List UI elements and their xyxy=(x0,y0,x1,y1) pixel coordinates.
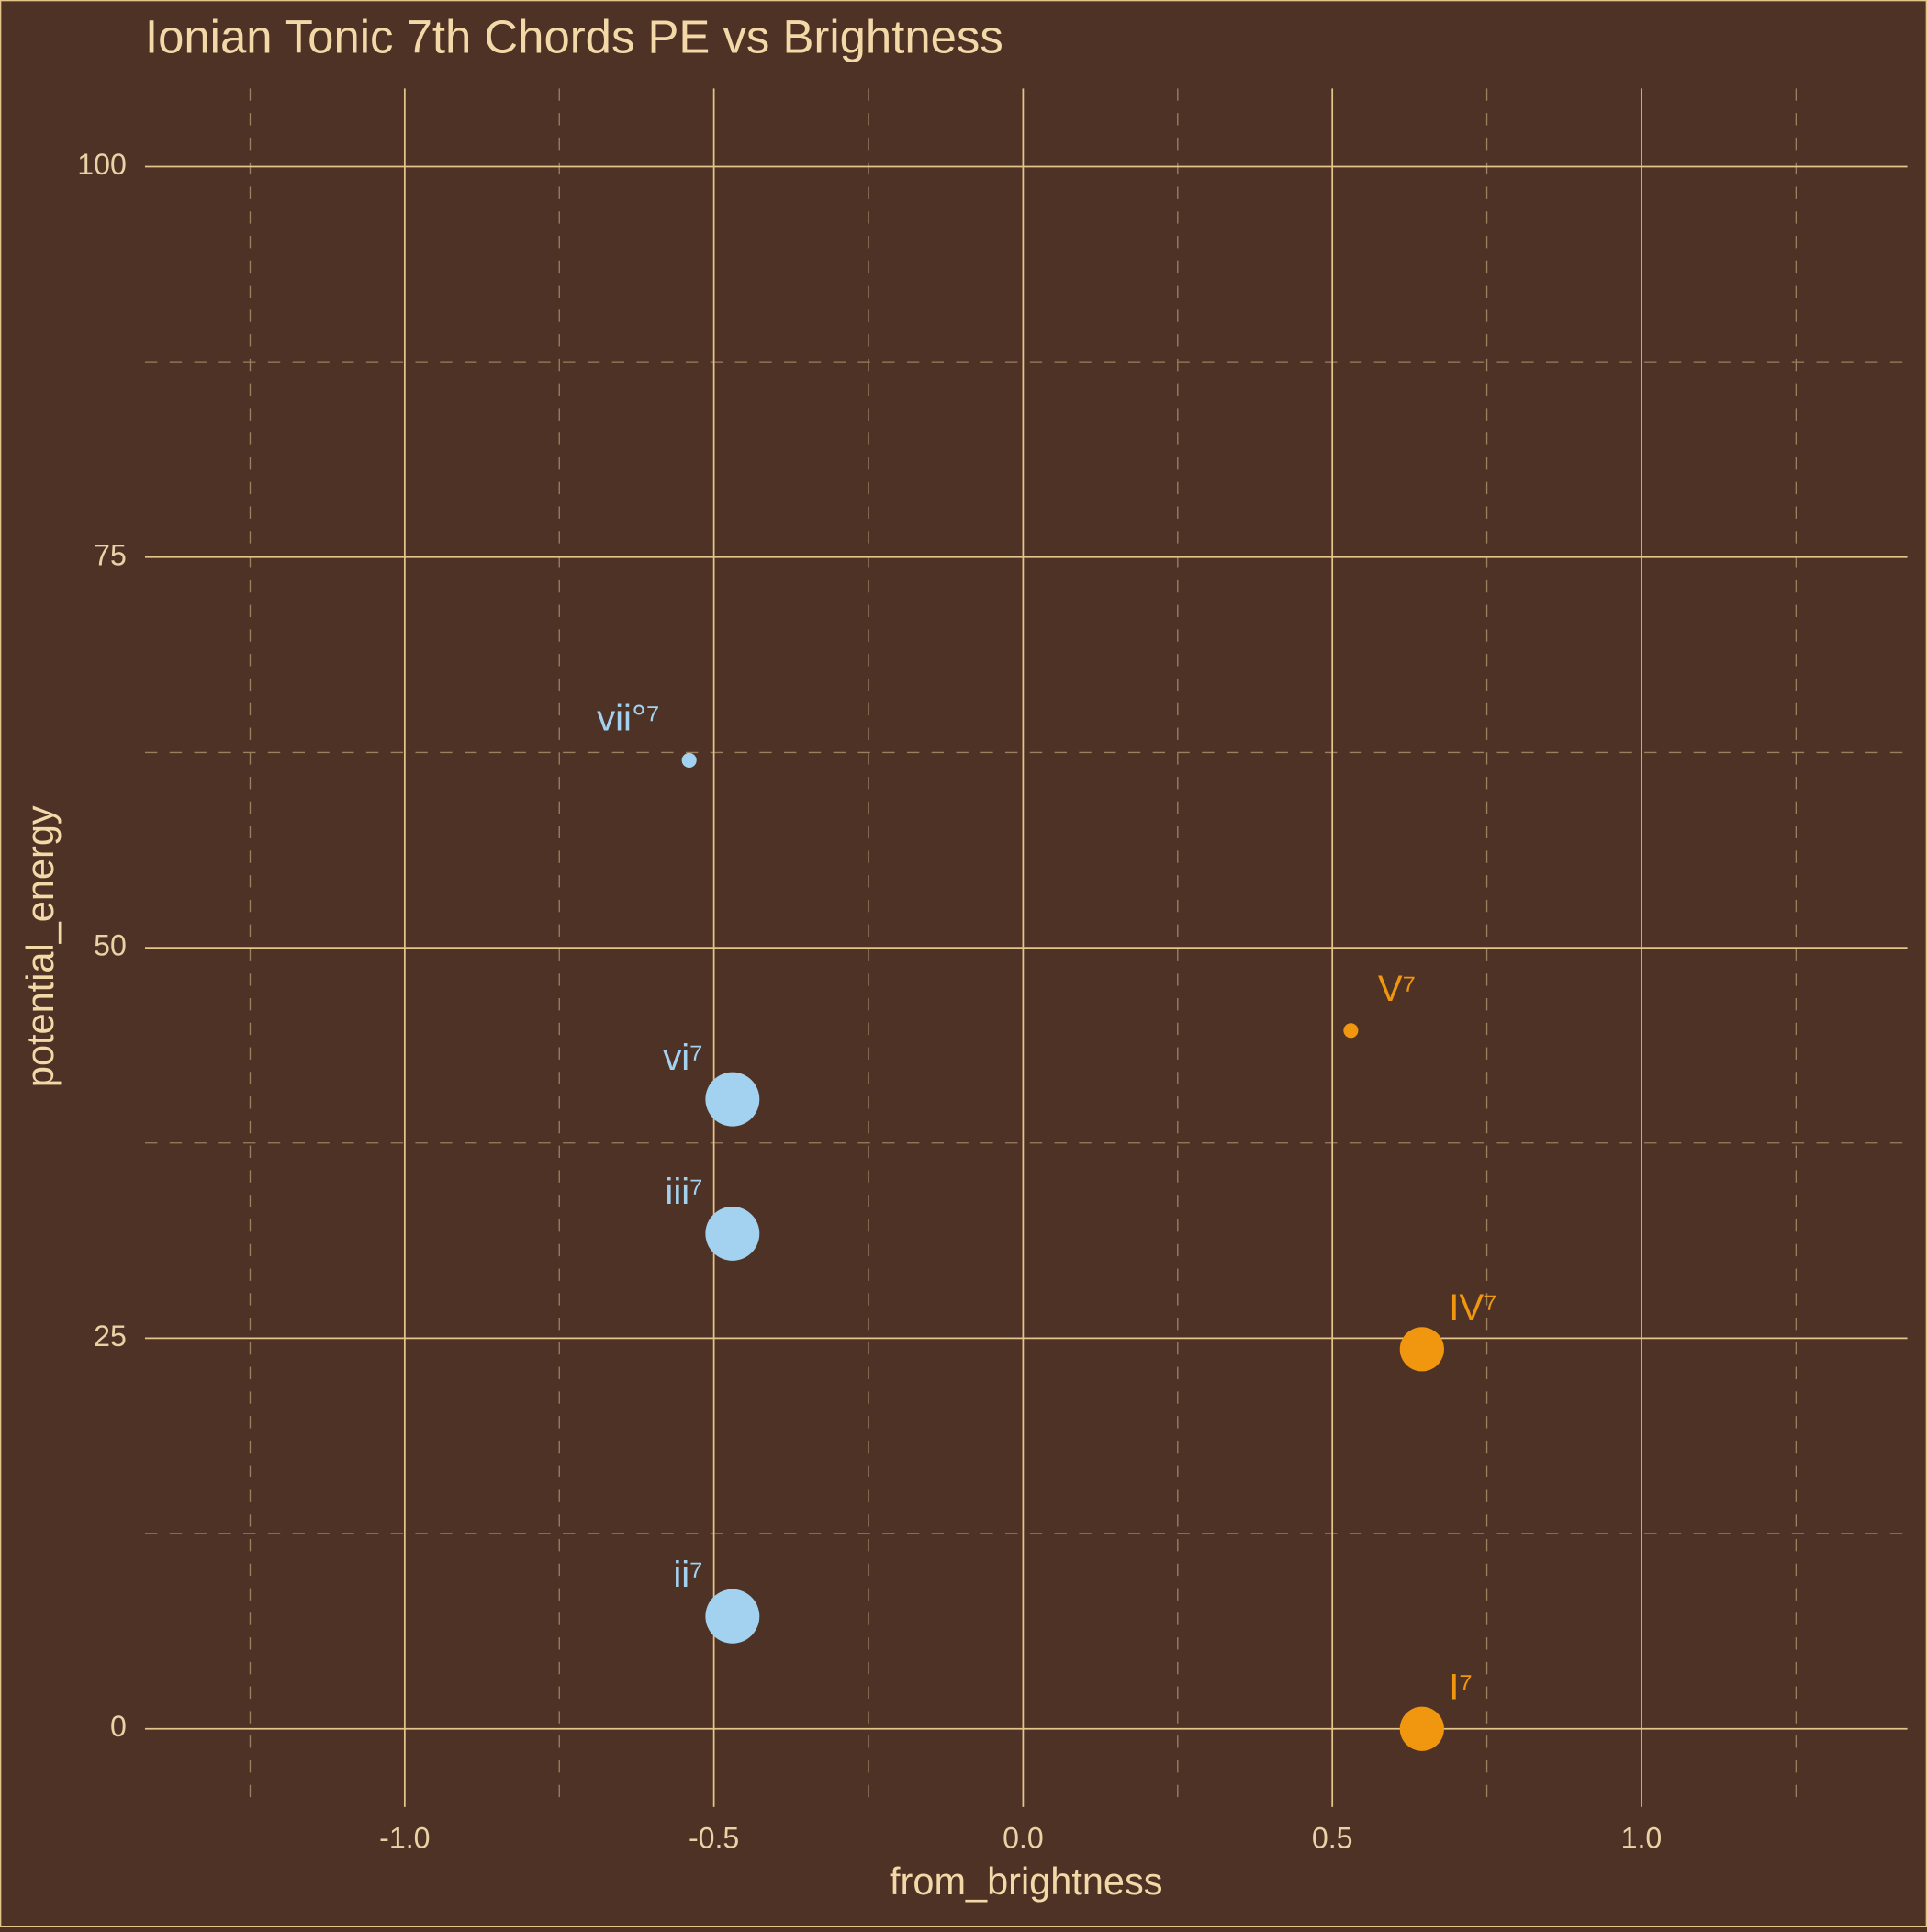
point xyxy=(1343,1023,1359,1039)
point xyxy=(705,1206,760,1261)
point xyxy=(705,1072,760,1127)
point-label: iii⁷ xyxy=(665,1171,702,1212)
point-label: vi⁷ xyxy=(663,1037,703,1078)
x-tick-label: 1.0 xyxy=(1621,1821,1663,1854)
y-tick-label: 100 xyxy=(77,148,127,181)
y-tick-label: 50 xyxy=(94,929,127,962)
chart-title: Ionian Tonic 7th Chords PE vs Brightness xyxy=(145,11,1003,63)
point-label: IV⁷ xyxy=(1449,1286,1496,1328)
point-label: vii°⁷ xyxy=(597,698,659,739)
x-axis-label: from_brightness xyxy=(890,1859,1162,1903)
y-axis-label: potential_energy xyxy=(18,805,62,1087)
x-tick-label: 0.0 xyxy=(1003,1821,1044,1854)
point-label: V⁷ xyxy=(1378,968,1416,1009)
point-label: I⁷ xyxy=(1449,1667,1473,1708)
y-tick-label: 75 xyxy=(94,538,127,571)
point xyxy=(1399,1706,1444,1751)
y-tick-label: 25 xyxy=(94,1320,127,1353)
point xyxy=(1399,1327,1444,1372)
y-tick-label: 0 xyxy=(110,1710,127,1743)
x-tick-label: 0.5 xyxy=(1312,1821,1353,1854)
x-tick-label: -1.0 xyxy=(379,1821,430,1854)
point-label: ii⁷ xyxy=(673,1554,702,1595)
x-tick-label: -0.5 xyxy=(689,1821,739,1854)
point xyxy=(705,1589,760,1644)
grid xyxy=(144,88,1908,1807)
point xyxy=(681,752,697,768)
